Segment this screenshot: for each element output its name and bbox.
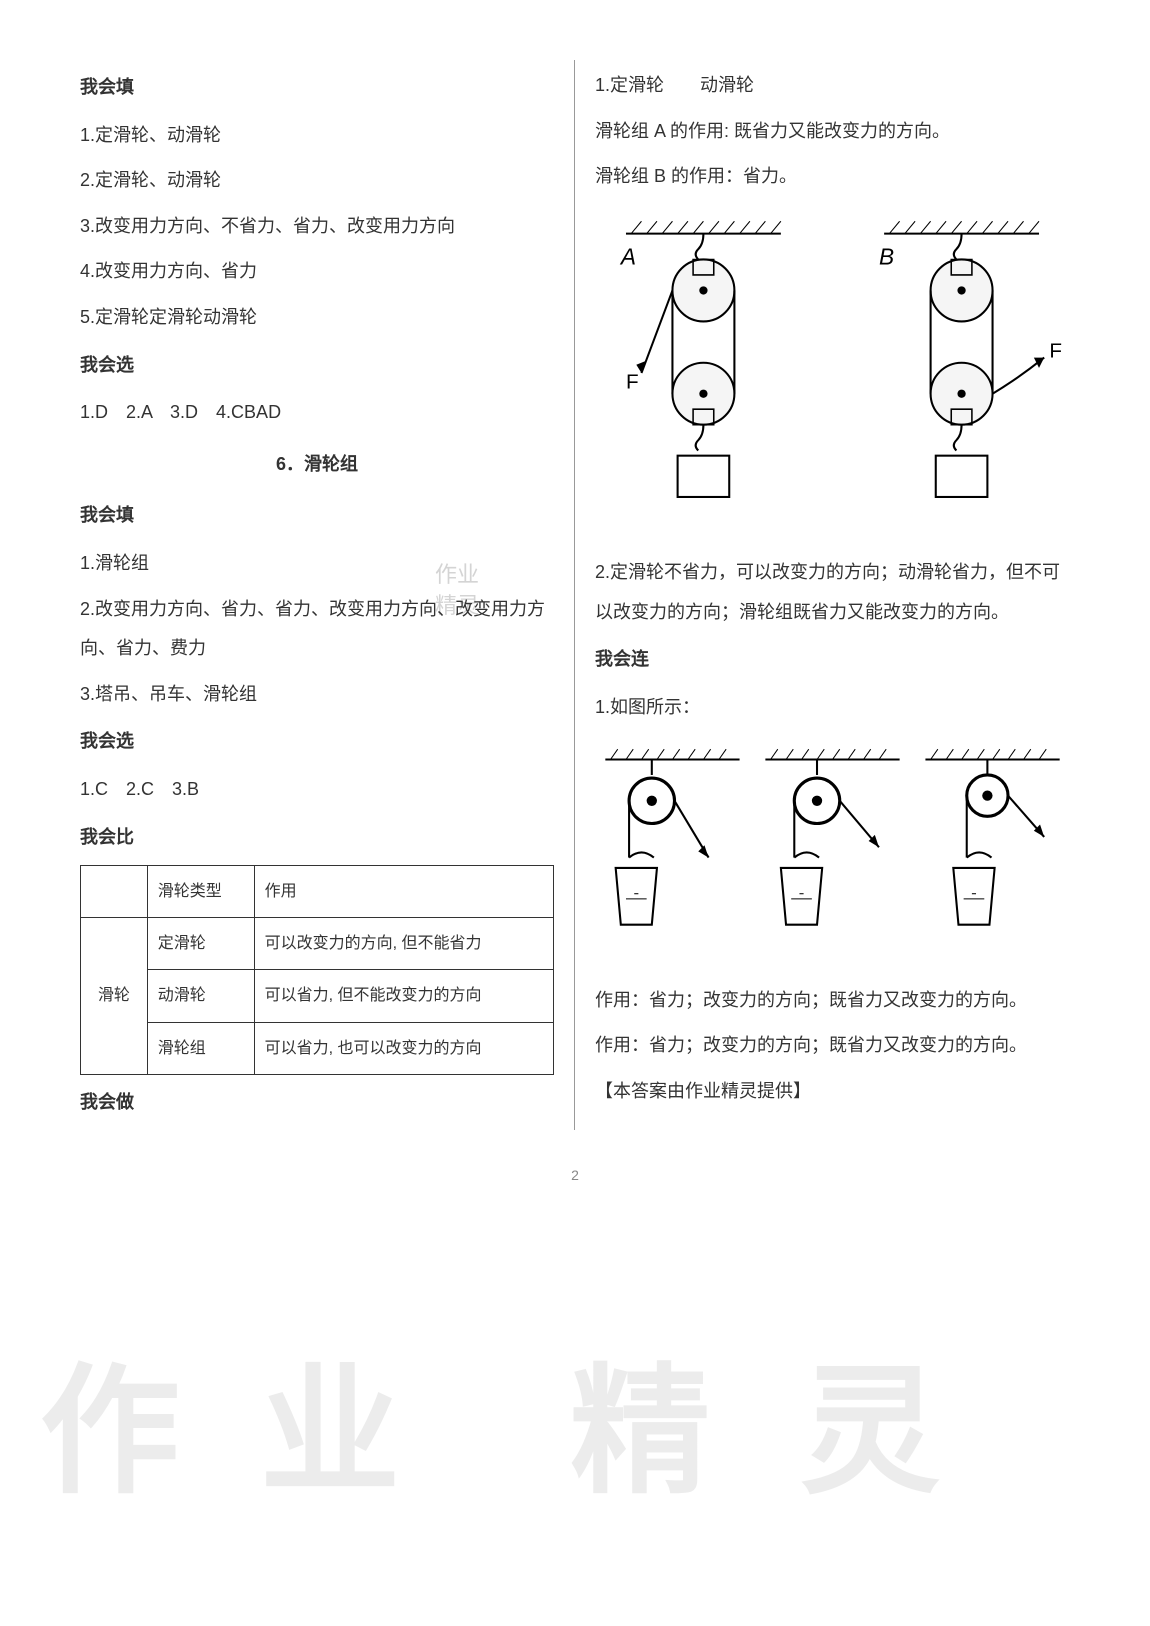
page-number: 2 bbox=[80, 1160, 1070, 1191]
text-line: 作用：省力；改变力的方向；既省力又改变力的方向。 bbox=[595, 1026, 1070, 1066]
text-line: 1.定滑轮 动滑轮 bbox=[595, 66, 1070, 106]
heading-select2: 我会选 bbox=[80, 722, 554, 762]
fill-item: 5.定滑轮定滑轮动滑轮 bbox=[80, 298, 554, 338]
table-cell: 可以省力, 也可以改变力的方向 bbox=[254, 1022, 553, 1074]
fill-item: 1.定滑轮、动滑轮 bbox=[80, 116, 554, 156]
table-cell: 可以改变力的方向, 但不能省力 bbox=[254, 918, 553, 970]
table-cell: 动滑轮 bbox=[147, 970, 254, 1022]
watermark-char: 精 bbox=[570, 1280, 710, 1588]
fill-item: 4.改变用力方向、省力 bbox=[80, 252, 554, 292]
text-line: 滑轮组 B 的作用：省力。 bbox=[595, 157, 1070, 197]
table-cell: 滑轮组 bbox=[147, 1022, 254, 1074]
table-cell: 定滑轮 bbox=[147, 918, 254, 970]
text-line: 滑轮组 A 的作用: 既省力又能改变力的方向。 bbox=[595, 112, 1070, 152]
heading-fill2: 我会填 bbox=[80, 496, 554, 536]
table-group: 滑轮 bbox=[81, 918, 148, 1075]
pulley-table: 滑轮类型 作用 滑轮 定滑轮 可以改变力的方向, 但不能省力 动滑轮 可以省力,… bbox=[80, 865, 554, 1075]
right-column: 1.定滑轮 动滑轮 滑轮组 A 的作用: 既省力又能改变力的方向。 滑轮组 B … bbox=[575, 60, 1070, 1130]
bucket-pulley-diagram bbox=[595, 744, 1070, 951]
label-a: A bbox=[619, 243, 636, 269]
select-answers: 1.C 2.C 3.B bbox=[80, 770, 554, 810]
credit-line: 【本答案由作业精灵提供】 bbox=[595, 1072, 1070, 1112]
text-line: 作用：省力；改变力的方向；既省力又改变力的方向。 bbox=[595, 981, 1070, 1021]
heading-fill: 我会填 bbox=[80, 68, 554, 108]
fill-item: 2.定滑轮、动滑轮 bbox=[80, 161, 554, 201]
label-b: B bbox=[879, 243, 894, 269]
heading-connect: 我会连 bbox=[595, 640, 1070, 680]
fill-item: 2.改变用力方向、省力、省力、改变用力方向、改变用力方向、省力、费力 bbox=[80, 590, 554, 669]
force-label: F bbox=[1049, 339, 1062, 362]
table-cell: 可以省力, 但不能改变力的方向 bbox=[254, 970, 553, 1022]
fill-item: 3.塔吊、吊车、滑轮组 bbox=[80, 675, 554, 715]
table-header: 滑轮类型 bbox=[147, 866, 254, 918]
heading-select: 我会选 bbox=[80, 346, 554, 386]
watermark-char: 作 bbox=[40, 1280, 180, 1588]
heading-do: 我会做 bbox=[80, 1083, 554, 1123]
table-header: 作用 bbox=[254, 866, 553, 918]
text-line: 2.定滑轮不省力，可以改变力的方向；动滑轮省力，但不可以改变力的方向；滑轮组既省… bbox=[595, 553, 1070, 632]
text-line: 1.如图所示： bbox=[595, 688, 1070, 728]
table-header bbox=[81, 866, 148, 918]
heading-compare: 我会比 bbox=[80, 818, 554, 858]
pulley-diagram-ab: A F bbox=[595, 213, 1070, 523]
select-answers: 1.D 2.A 3.D 4.CBAD bbox=[80, 393, 554, 433]
watermark-char: 业 bbox=[260, 1280, 400, 1588]
left-column: 我会填 1.定滑轮、动滑轮 2.定滑轮、动滑轮 3.改变用力方向、不省力、省力、… bbox=[80, 60, 575, 1130]
fill-item: 3.改变用力方向、不省力、省力、改变用力方向 bbox=[80, 207, 554, 247]
fill-item: 1.滑轮组 bbox=[80, 544, 554, 584]
section-title: 6．滑轮组 bbox=[80, 445, 554, 485]
watermark-char: 灵 bbox=[800, 1280, 940, 1588]
force-label: F bbox=[626, 370, 639, 393]
